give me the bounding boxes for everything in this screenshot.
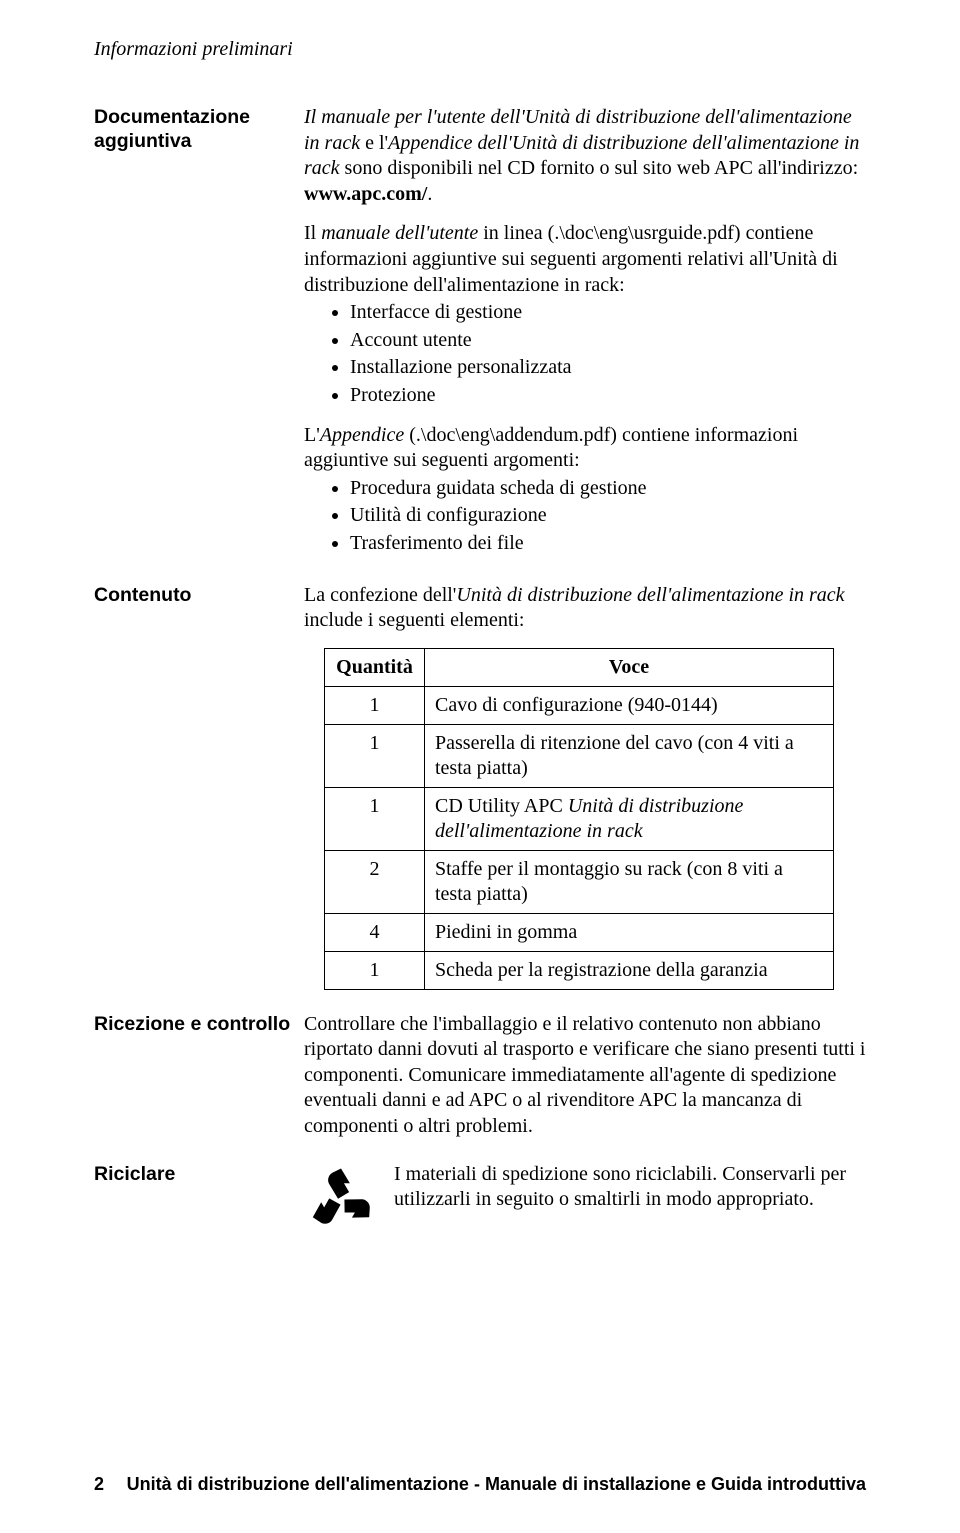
list-item: Trasferimento dei file	[350, 531, 866, 557]
col-header-qty: Quantità	[325, 648, 425, 686]
riciclare-row: I materiali di spedizione sono riciclabi…	[304, 1162, 866, 1246]
cell-voce: Staffe per il montaggio su rack (con 8 v…	[425, 850, 834, 913]
section-body-riciclare: I materiali di spedizione sono riciclabi…	[304, 1162, 866, 1246]
doc-bullet-list-2: Procedura guidata scheda di gestione Uti…	[304, 476, 866, 557]
doc-paragraph-2: Il manuale dell'utente in linea (.\doc\e…	[304, 221, 866, 298]
list-item: Account utente	[350, 328, 866, 354]
cell-qty: 1	[325, 686, 425, 724]
page-number: 2	[94, 1474, 104, 1495]
section-ricezione: Ricezione e controllo Controllare che l'…	[94, 1012, 866, 1140]
table-row: 1 Passerella di ritenzione del cavo (con…	[325, 724, 834, 787]
table-row: 1 Cavo di configurazione (940-0144)	[325, 686, 834, 724]
contenuto-intro: La confezione dell'Unità di distribuzion…	[304, 583, 866, 634]
section-label-contenuto: Contenuto	[94, 583, 304, 990]
table-row: 1 CD Utility APC Unità di distribuzione …	[325, 787, 834, 850]
section-label-riciclare: Riciclare	[94, 1162, 304, 1246]
list-item: Protezione	[350, 383, 866, 409]
list-item: Installazione personalizzata	[350, 355, 866, 381]
doc-p1-t1: e l'	[360, 132, 388, 154]
table-row: 4 Piedini in gomma	[325, 913, 834, 951]
cell-qty: 2	[325, 850, 425, 913]
cell-voce: Scheda per la registrazione della garanz…	[425, 951, 834, 989]
doc-p3-em: Appendice	[320, 424, 404, 446]
contenuto-intro-em: Unità di distribuzione dell'alimentazion…	[456, 584, 844, 606]
section-riciclare: Riciclare I materiali di spedizione sono…	[94, 1162, 866, 1246]
cell-qty: 1	[325, 724, 425, 787]
section-body-contenuto: La confezione dell'Unità di distribuzion…	[304, 583, 866, 990]
list-item: Interfacce di gestione	[350, 300, 866, 326]
section-label-documentazione: Documentazione aggiuntiva	[94, 105, 304, 561]
cell-voce: Passerella di ritenzione del cavo (con 4…	[425, 724, 834, 787]
doc-p1-t2: sono disponibili nel CD fornito o sul si…	[340, 157, 859, 179]
doc-url: www.apc.com/	[304, 183, 427, 205]
section-contenuto: Contenuto La confezione dell'Unità di di…	[94, 583, 866, 990]
cell-voce: Cavo di configurazione (940-0144)	[425, 686, 834, 724]
contenuto-intro-t1: La confezione dell'	[304, 584, 456, 606]
doc-bullet-list-1: Interfacce di gestione Account utente In…	[304, 300, 866, 408]
doc-p2-t1: Il	[304, 222, 321, 244]
contents-table: Quantità Voce 1 Cavo di configurazione (…	[324, 648, 834, 990]
doc-paragraph-1: Il manuale per l'utente dell'Unità di di…	[304, 105, 866, 207]
table-header-row: Quantità Voce	[325, 648, 834, 686]
running-header: Informazioni preliminari	[94, 38, 866, 61]
ricezione-text: Controllare che l'imballaggio e il relat…	[304, 1012, 866, 1140]
table-row: 1 Scheda per la registrazione della gara…	[325, 951, 834, 989]
cell-qty: 1	[325, 951, 425, 989]
table-row: 2 Staffe per il montaggio su rack (con 8…	[325, 850, 834, 913]
list-item: Utilità di configurazione	[350, 503, 866, 529]
cell-qty: 1	[325, 787, 425, 850]
section-label-ricezione: Ricezione e controllo	[94, 1012, 304, 1140]
recycle-icon	[304, 1164, 378, 1246]
cell-voce: Piedini in gomma	[425, 913, 834, 951]
doc-p2-em: manuale dell'utente	[321, 222, 478, 244]
contenuto-intro-t2: include i seguenti elementi:	[304, 609, 525, 631]
footer-title: Unità di distribuzione dell'alimentazion…	[127, 1474, 866, 1495]
cell-voce: CD Utility APC Unità di distribuzione de…	[425, 787, 834, 850]
col-header-voce: Voce	[425, 648, 834, 686]
list-item: Procedura guidata scheda di gestione	[350, 476, 866, 502]
section-documentazione: Documentazione aggiuntiva Il manuale per…	[94, 105, 866, 561]
page-footer: 2 Unità di distribuzione dell'alimentazi…	[94, 1474, 866, 1495]
doc-p3-t1: L'	[304, 424, 320, 446]
section-body-documentazione: Il manuale per l'utente dell'Unità di di…	[304, 105, 866, 561]
r2-t1: CD Utility APC	[435, 795, 568, 817]
riciclare-text: I materiali di spedizione sono riciclabi…	[394, 1162, 866, 1213]
cell-qty: 4	[325, 913, 425, 951]
section-body-ricezione: Controllare che l'imballaggio e il relat…	[304, 1012, 866, 1140]
doc-paragraph-3: L'Appendice (.\doc\eng\addendum.pdf) con…	[304, 423, 866, 474]
doc-p1-t3: .	[427, 183, 432, 205]
